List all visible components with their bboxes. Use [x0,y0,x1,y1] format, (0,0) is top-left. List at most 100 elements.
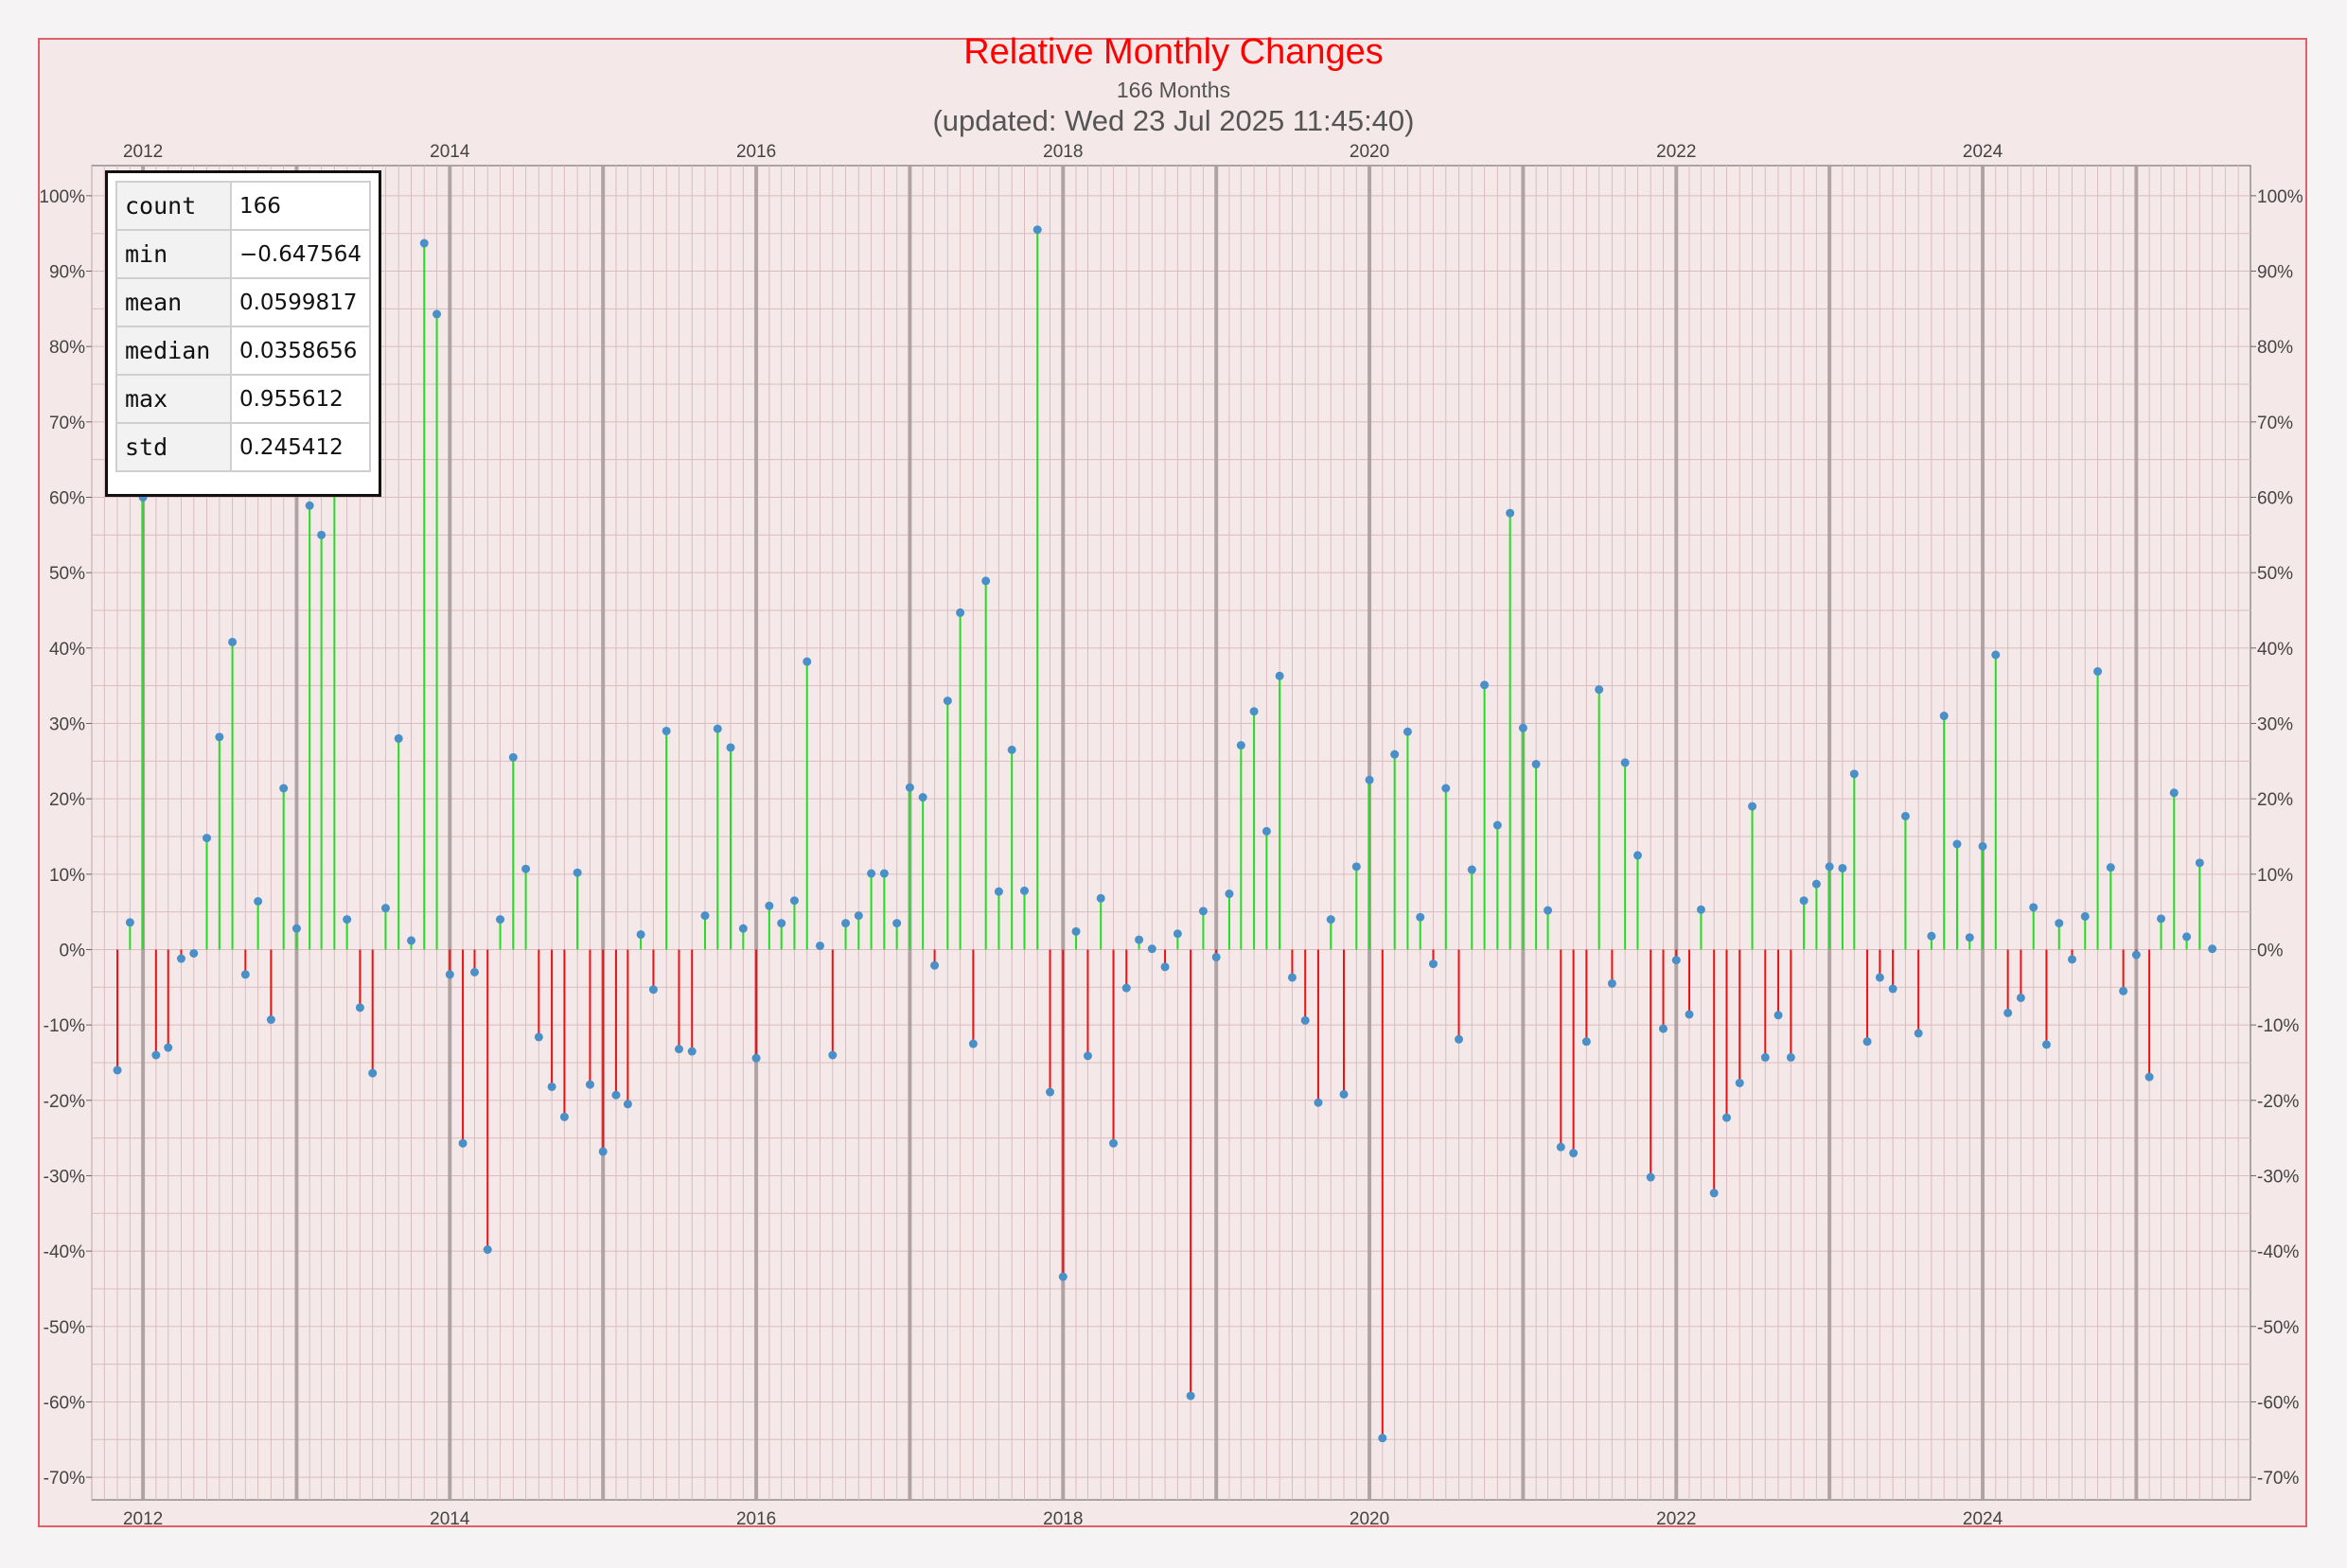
x-tick-label-top: 2024 [1963,142,2003,162]
data-point [598,1147,608,1156]
data-point [445,970,454,979]
x-tick-label-bottom: 2022 [1656,1509,1696,1529]
y-tick-label-right: 80% [2257,338,2293,358]
stats-row: max 0.955612 [115,374,372,424]
data-point [1991,650,2001,660]
data-point [1160,962,1170,972]
y-tick-label-left: -40% [44,1242,85,1262]
data-point [777,919,786,928]
data-point [879,869,889,878]
data-point [305,501,314,510]
y-tick-label-left: -20% [44,1092,85,1112]
x-tick-label-bottom: 2016 [736,1509,776,1529]
data-point [1441,784,1451,793]
data-point [1236,741,1245,750]
data-point [317,530,326,539]
data-point [1225,890,1234,899]
y-tick-label-left: -30% [44,1167,85,1187]
data-point [918,793,927,802]
data-point [1569,1149,1579,1158]
data-point [164,1043,173,1052]
x-tick-label-bottom: 2012 [123,1509,163,1529]
data-point [279,784,289,793]
data-point [380,904,390,913]
data-point [151,1050,161,1060]
data-point [2131,950,2141,960]
data-point [1544,906,1553,915]
chart-subtitle: 166 Months [1116,78,1231,102]
y-tick-label-left: 20% [49,790,85,810]
data-point [1211,952,1221,961]
data-point [854,911,863,921]
data-point [1455,1034,1464,1044]
stats-key: count [115,181,232,231]
data-point [1952,839,1962,849]
data-point [789,896,799,906]
y-tick-label-left: -60% [44,1393,85,1413]
data-point [815,941,824,950]
data-point [1019,886,1029,895]
data-point [125,918,134,927]
data-point [2208,944,2217,954]
data-point [343,915,352,925]
y-tick-label-left: 40% [49,640,85,660]
plot-area [91,165,2251,1501]
stats-key: std [115,422,232,472]
data-point [2169,788,2179,798]
data-point [2093,667,2103,677]
data-point [994,887,1003,896]
y-tick-label-right: 20% [2257,790,2293,810]
data-point [483,1245,492,1255]
data-point [2016,993,2025,1002]
x-tick-label-top: 2012 [123,142,163,162]
data-point [930,960,940,970]
data-point [1531,760,1541,769]
data-point [1071,926,1081,936]
data-point [1046,1087,1055,1097]
data-point [228,637,238,646]
data-point [1428,960,1438,969]
x-tick-label-bottom: 2018 [1043,1509,1083,1529]
data-point [2041,1040,2051,1049]
data-point [1518,723,1527,732]
y-tick-label-left: -70% [44,1469,85,1489]
data-point [266,1015,275,1025]
data-point [1696,905,1705,914]
data-point [1058,1272,1068,1281]
data-point [1403,727,1412,736]
data-point [674,1045,683,1054]
data-point [2029,903,2038,912]
data-point [803,657,812,666]
data-point [2003,1008,2013,1017]
stats-value: 0.0358656 [229,326,372,376]
data-point [713,724,722,733]
data-point [2106,863,2115,872]
data-point [2195,858,2204,868]
data-point [1900,811,1910,820]
data-point [2182,932,2192,942]
data-point [1556,1142,1565,1152]
y-tick-label-right: -50% [2257,1318,2299,1338]
data-point [559,1112,569,1121]
data-point [1786,1052,1795,1062]
data-point [547,1082,556,1091]
data-point [1965,933,1974,943]
data-point [1671,956,1681,965]
data-point [636,930,645,940]
y-tick-label-right: -30% [2257,1167,2299,1187]
y-tick-label-right: 90% [2257,263,2293,283]
data-point [751,1053,761,1063]
data-point [1249,707,1259,716]
stats-row: median 0.0358656 [115,326,372,376]
data-point [1083,1051,1092,1061]
y-tick-label-right: 70% [2257,414,2293,433]
y-tick-label-left: 60% [49,489,85,509]
y-tick-label-left: 50% [49,564,85,584]
data-point [726,743,735,752]
data-point [700,911,710,921]
data-point [1480,680,1490,690]
y-tick-label-right: 60% [2257,489,2293,509]
chart-title: Relative Monthly Changes [963,32,1384,72]
data-point [2068,955,2077,964]
